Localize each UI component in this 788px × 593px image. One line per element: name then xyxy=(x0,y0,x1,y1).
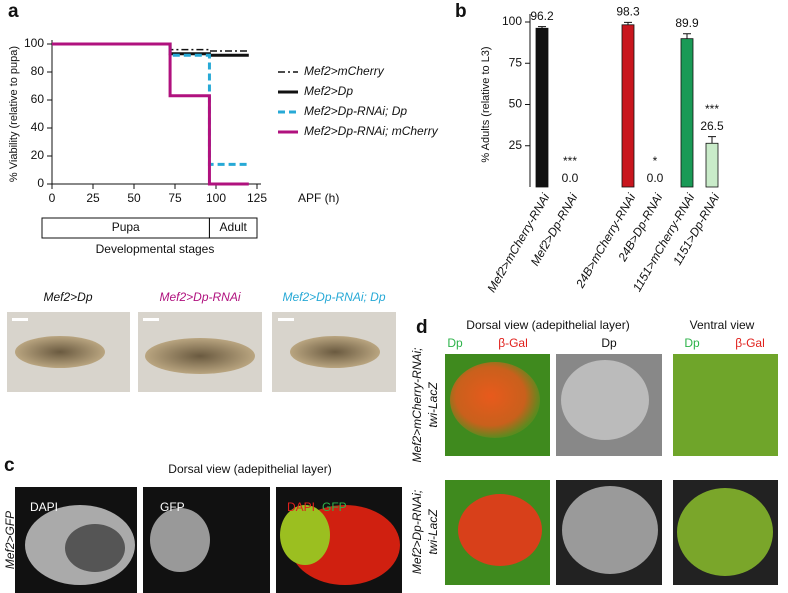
x-tick-label: 25 xyxy=(86,191,100,205)
y-axis-label: % Viability (relative to pupa) xyxy=(8,46,20,182)
photo-fly xyxy=(145,338,255,374)
tissue xyxy=(562,486,658,574)
legend-label: Mef2>Dp-RNAi; Dp xyxy=(304,104,407,118)
tissue xyxy=(450,362,540,438)
panel-title: Ventral view xyxy=(690,318,755,332)
stage-box xyxy=(208,217,258,239)
channel-label: Dp xyxy=(447,336,463,350)
photo-fly xyxy=(290,336,380,368)
channel-label: DAPI xyxy=(30,500,58,514)
tissue xyxy=(458,494,542,566)
y-tick-label: 60 xyxy=(31,92,45,106)
legend-label: Mef2>mCherry xyxy=(304,64,385,78)
significance: *** xyxy=(563,154,577,168)
y-tick-label: 100 xyxy=(24,36,44,50)
micrograph xyxy=(673,354,778,456)
panel-title: Dorsal view (adepithelial layer) xyxy=(168,462,331,476)
panel-label: a xyxy=(8,1,19,22)
y-tick-label: 20 xyxy=(31,148,45,162)
y-tick-label: 100 xyxy=(502,14,522,28)
panel-label: c xyxy=(4,455,15,476)
significance: *** xyxy=(705,102,719,116)
legend-label: Mef2>Dp xyxy=(304,84,353,98)
error-bar xyxy=(538,26,546,29)
bar xyxy=(680,38,694,188)
panel-d: Dorsal view (adepithelial layer) Ventral… xyxy=(410,318,778,585)
channel-label: Dp xyxy=(601,336,617,350)
channel-label: β-Gal xyxy=(498,336,528,350)
stage-label: Adult xyxy=(220,220,248,234)
y-tick-label: 0 xyxy=(37,176,44,190)
channel-label: DAPI xyxy=(287,500,315,514)
y-tick-label: 40 xyxy=(31,120,45,134)
error-bar xyxy=(708,136,716,144)
y-tick-label: 75 xyxy=(509,55,523,69)
photo-fly xyxy=(15,336,105,368)
step-line xyxy=(52,42,249,186)
value-label: 96.2 xyxy=(530,9,554,23)
panel-label: d xyxy=(416,317,428,338)
channel-label: GFP xyxy=(160,500,185,514)
row-label: Mef2>GFP xyxy=(3,511,17,569)
x-tick-label: 125 xyxy=(247,191,267,205)
scale-bar xyxy=(278,318,294,321)
row-label: twi-LacZ xyxy=(426,382,440,428)
row-label: Mef2>mCherry-RNAi; xyxy=(410,347,424,462)
significance: * xyxy=(653,154,658,168)
tissue xyxy=(150,508,210,572)
y-tick-label: 25 xyxy=(509,138,523,152)
chart-a: 0 20 40 60 80 100 0 25 50 75 100 125 APF (h) % Viabil… xyxy=(8,36,439,256)
photos: Mef2>Dp Mef2>Dp-RNAi Mef2>Dp-RNAi; Dp xyxy=(7,290,396,392)
tissue xyxy=(280,505,330,565)
tissue xyxy=(65,524,125,572)
bar xyxy=(621,24,635,188)
step-line xyxy=(52,43,249,52)
x-tick-label: 0 xyxy=(49,191,56,205)
channel-label: GFP xyxy=(322,500,347,514)
value-label: 0.0 xyxy=(562,171,579,185)
legend-label: Mef2>Dp-RNAi; mCherry xyxy=(304,124,439,138)
photo-title: Mef2>Dp xyxy=(43,290,92,304)
channel-label: β-Gal xyxy=(735,336,765,350)
panel-c: Dorsal view (adepithelial layer) Mef2>GF… xyxy=(3,462,402,593)
x-tick-label: 100 xyxy=(206,191,226,205)
photo-title: Mef2>Dp-RNAi; Dp xyxy=(282,290,385,304)
scale-bar xyxy=(143,318,159,321)
tissue xyxy=(561,360,649,440)
tissue xyxy=(677,488,773,576)
channel-label: Dp xyxy=(684,336,700,350)
x-axis-label: APF (h) xyxy=(298,191,339,205)
value-label: 0.0 xyxy=(647,171,664,185)
step-line xyxy=(52,42,249,166)
error-bar xyxy=(683,33,691,39)
photo-title: Mef2>Dp-RNAi xyxy=(159,290,240,304)
y-tick-label: 80 xyxy=(31,64,45,78)
stage-label: Pupa xyxy=(112,220,140,234)
bar xyxy=(705,142,719,188)
x-tick-label: 75 xyxy=(168,191,182,205)
value-label: 98.3 xyxy=(616,5,640,19)
scale-bar xyxy=(12,318,28,321)
value-label: 89.9 xyxy=(675,16,699,30)
error-bar xyxy=(624,21,632,25)
row-label: twi-LacZ xyxy=(426,509,440,555)
value-label: 26.5 xyxy=(700,119,724,133)
stages-title: Developmental stages xyxy=(96,242,215,256)
panel-label: b xyxy=(455,1,467,22)
panel-title: Dorsal view (adepithelial layer) xyxy=(466,318,629,332)
y-axis-label: % Adults (relative to L3) xyxy=(480,46,492,162)
step-line xyxy=(52,42,249,57)
x-tick-label: 50 xyxy=(127,191,141,205)
row-label: Mef2>Dp-RNAi; xyxy=(410,490,424,574)
y-tick-label: 50 xyxy=(509,97,523,111)
bar xyxy=(535,27,549,188)
